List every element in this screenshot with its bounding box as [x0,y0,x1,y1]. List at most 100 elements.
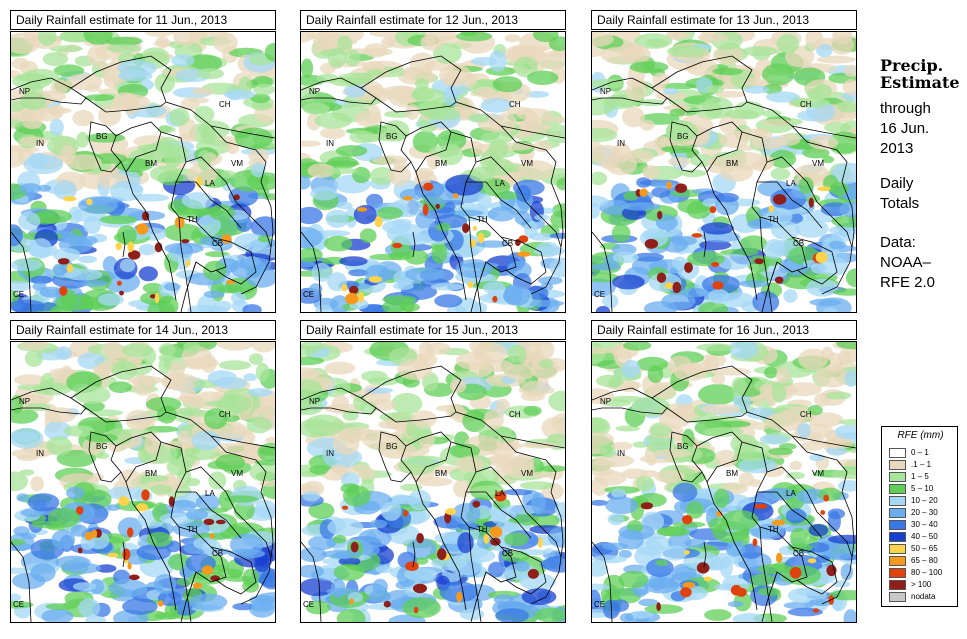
panel-title: Daily Rainfall estimate for 12 Jun., 201… [300,10,566,30]
country-labels: NP CH IN BG BM VM LA TH CB CE [594,87,824,299]
label-np: NP [309,397,320,406]
label-la: LA [495,489,505,498]
rainfall-layer [301,32,565,312]
rainfall-panel: Daily Rainfall estimate for 11 Jun., 201… [10,10,278,313]
legend-label: 40 – 50 [911,532,938,541]
legend-item: .1 – 1 [889,460,957,471]
rainfall-panel: Daily Rainfall estimate for 14 Jun., 201… [10,320,278,623]
legend-swatch [889,544,906,554]
legend-swatch [889,592,906,602]
label-bg: BG [96,132,108,141]
country-labels: NP CH IN BG BM VM LA TH CB CE [594,397,824,609]
label-in: IN [36,449,44,458]
legend-item: 40 – 50 [889,532,957,543]
label-np: NP [600,397,611,406]
heading-line2: Estimate [880,73,960,92]
end-date-line2: 2013 [880,140,914,157]
label-la: LA [786,179,796,188]
label-in: IN [617,139,625,148]
rainfall-layer [11,32,275,312]
legend-label: .1 – 1 [911,460,932,469]
rainfall-panel: Daily Rainfall estimate for 16 Jun., 201… [591,320,859,623]
country-borders [11,55,275,312]
label-bg: BG [677,132,689,141]
legend-swatch [889,532,906,542]
label-in: IN [36,139,44,148]
label-bg: BG [96,442,108,451]
legend-item: 30 – 40 [889,520,957,531]
map-canvas: NP CH IN BG BM VM LA TH CB CE [301,342,565,622]
label-ch: CH [219,100,231,109]
legend-label: 1 – 5 [911,472,929,481]
label-th: TH [187,525,198,534]
legend-swatch [889,580,906,590]
legend-swatch [889,508,906,518]
label-ce: CE [303,290,314,299]
legend-item: 1 – 5 [889,472,957,483]
label-ce: CE [303,600,314,609]
label-vm: VM [231,469,243,478]
rainfall-layer [11,342,275,622]
panel-title: Daily Rainfall estimate for 11 Jun., 201… [10,10,276,30]
label-np: NP [309,87,320,96]
legend-item: 80 – 100 [889,568,957,579]
heading-line1: Precip. [880,56,944,75]
rainfall-map: NP CH IN BG BM VM LA TH CB CE [591,31,857,313]
label-vm: VM [231,159,243,168]
through-label: through [880,100,931,117]
label-ch: CH [509,410,521,419]
totals-line2: Totals [880,195,920,212]
legend-label: 50 – 65 [911,544,938,553]
label-cb: CB [212,549,223,558]
label-th: TH [477,215,488,224]
label-la: LA [786,489,796,498]
country-borders [301,55,565,312]
label-th: TH [768,215,779,224]
map-canvas: NP CH IN BG BM VM LA TH CB CE [592,342,856,622]
rainfall-map: NP CH IN BG BM VM LA TH CB CE [591,341,857,623]
legend-label: 0 – 1 [911,448,929,457]
label-vm: VM [521,159,533,168]
label-cb: CB [212,239,223,248]
rainfall-layer [301,342,565,622]
label-cb: CB [502,549,513,558]
legend-item: 0 – 1 [889,448,957,459]
label-bm: BM [726,469,738,478]
label-ce: CE [13,600,24,609]
label-ce: CE [594,290,605,299]
country-labels: NP CH IN BG BM VM LA TH CB CE [303,397,533,609]
label-vm: VM [812,159,824,168]
country-borders [11,365,275,622]
rainfall-layer [592,342,856,622]
legend-label: 10 – 20 [911,496,938,505]
label-vm: VM [521,469,533,478]
rainfall-map: NP CH IN BG BM VM LA TH CB CE [300,341,566,623]
label-ch: CH [800,410,812,419]
country-borders [592,365,856,622]
label-cb: CB [793,549,804,558]
label-in: IN [326,139,334,148]
legend-item: 5 – 10 [889,484,957,495]
rainfall-panel: Daily Rainfall estimate for 12 Jun., 201… [300,10,568,313]
data-source-line2: NOAA– [880,254,931,271]
label-ch: CH [800,100,812,109]
legend-swatch [889,496,906,506]
label-bm: BM [726,159,738,168]
label-la: LA [205,489,215,498]
label-bm: BM [435,469,447,478]
totals-line1: Daily [880,175,914,192]
country-borders [301,365,565,622]
legend-swatch [889,520,906,530]
label-bg: BG [386,442,398,451]
legend-swatch [889,472,906,482]
map-canvas: NP CH IN BG BM VM LA TH CB CE [11,342,275,622]
legend-swatch [889,460,906,470]
label-in: IN [326,449,334,458]
rainfall-map: NP CH IN BG BM VM LA TH CB CE [10,31,276,313]
map-canvas: NP CH IN BG BM VM LA TH CB CE [301,32,565,312]
label-np: NP [19,397,30,406]
legend-swatch [889,484,906,494]
legend-label: 80 – 100 [911,568,943,577]
legend-label: 30 – 40 [911,520,938,529]
label-th: TH [187,215,198,224]
